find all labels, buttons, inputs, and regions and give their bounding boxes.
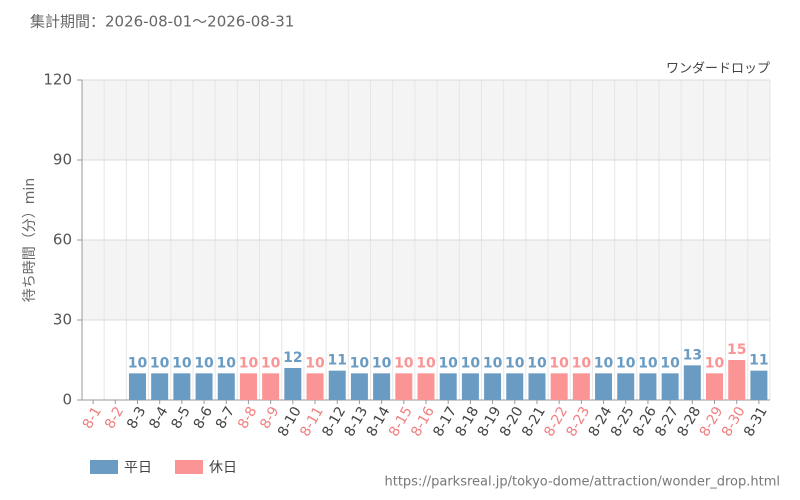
bar — [239, 373, 257, 400]
value-label: 10 — [394, 355, 414, 371]
value-label: 10 — [505, 355, 525, 371]
bar — [173, 373, 191, 400]
bar — [595, 373, 613, 400]
value-label: 10 — [217, 355, 237, 371]
bar — [528, 373, 546, 400]
bar — [417, 373, 435, 400]
y-tick-label: 120 — [43, 71, 72, 89]
bar — [395, 373, 413, 400]
value-label: 10 — [705, 355, 725, 371]
value-label: 10 — [172, 355, 192, 371]
value-label: 10 — [194, 355, 214, 371]
value-label: 10 — [128, 355, 148, 371]
y-tick-label: 90 — [53, 151, 72, 169]
value-label: 10 — [660, 355, 680, 371]
value-label: 10 — [150, 355, 170, 371]
value-label: 11 — [327, 353, 346, 369]
value-label: 10 — [483, 355, 503, 371]
bar — [328, 370, 346, 400]
value-label: 10 — [350, 355, 370, 371]
value-label: 10 — [527, 355, 547, 371]
value-label: 13 — [683, 347, 702, 363]
value-label: 10 — [416, 355, 436, 371]
chart-title: 集計期間：2026-08-01～2026-08-31 — [30, 13, 294, 31]
chart-subtitle: ワンダードロップ — [666, 62, 770, 77]
value-label: 10 — [594, 355, 614, 371]
bar — [461, 373, 479, 400]
value-label: 10 — [549, 355, 569, 371]
value-label: 10 — [461, 355, 481, 371]
y-tick-label: 0 — [62, 391, 72, 409]
bar — [750, 370, 768, 400]
x-tick-label: 8-8 — [235, 404, 260, 432]
y-axis-label: 待ち時間（分）min — [22, 178, 38, 302]
value-label: 10 — [572, 355, 592, 371]
legend-swatch — [175, 460, 203, 474]
bar — [195, 373, 213, 400]
source: https://parksreal.jp/tokyo-dome/attracti… — [385, 475, 781, 490]
bar — [728, 360, 746, 400]
legend-label: 平日 — [124, 460, 152, 476]
x-tick-label: 8-2 — [102, 404, 127, 432]
bar — [350, 373, 368, 400]
bar — [306, 373, 324, 400]
bar — [151, 373, 169, 400]
value-label: 10 — [638, 355, 658, 371]
x-tick-label: 8-4 — [146, 404, 171, 432]
x-tick-label: 8-5 — [169, 404, 194, 432]
value-label: 11 — [749, 353, 768, 369]
bar — [639, 373, 657, 400]
bar — [617, 373, 635, 400]
bar — [683, 365, 701, 400]
bar — [262, 373, 280, 400]
bar — [550, 373, 568, 400]
x-tick-label: 8-3 — [124, 404, 149, 432]
x-tick-label: 8-6 — [191, 404, 216, 432]
value-label: 12 — [283, 350, 302, 366]
bar — [373, 373, 391, 400]
y-tick-label: 60 — [53, 231, 72, 249]
bar — [661, 373, 679, 400]
y-tick-label: 30 — [53, 311, 72, 329]
value-label: 10 — [261, 355, 281, 371]
bar — [217, 373, 235, 400]
value-label: 10 — [372, 355, 392, 371]
bar — [506, 373, 524, 400]
bar — [484, 373, 502, 400]
x-tick-label: 8-7 — [213, 404, 238, 432]
bar — [284, 368, 302, 400]
x-tick-label: 8-1 — [80, 404, 105, 432]
bar — [572, 373, 590, 400]
value-label: 10 — [239, 355, 259, 371]
value-label: 15 — [727, 342, 746, 358]
bar — [706, 373, 724, 400]
x-tick-label: 8-31 — [741, 404, 771, 440]
legend-label: 休日 — [209, 460, 237, 476]
value-label: 10 — [438, 355, 458, 371]
legend-swatch — [90, 460, 118, 474]
value-label: 10 — [616, 355, 636, 371]
grid-band — [82, 240, 770, 320]
grid-band — [82, 80, 770, 160]
bar — [439, 373, 457, 400]
bar — [128, 373, 146, 400]
value-label: 10 — [305, 355, 325, 371]
